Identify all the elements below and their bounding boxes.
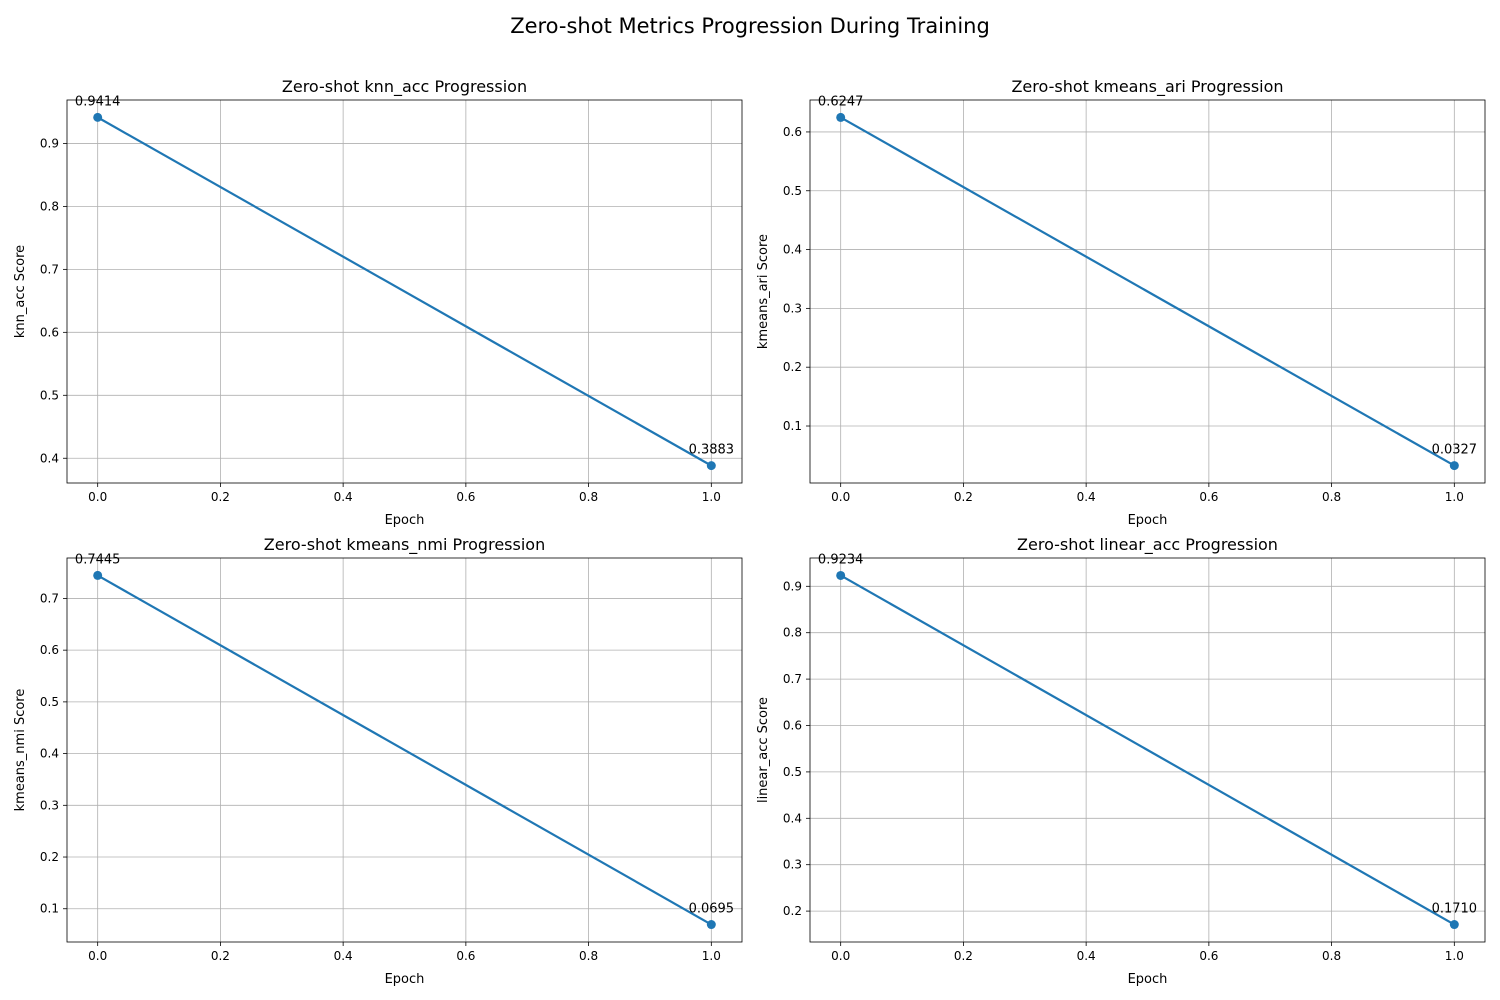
subplot-1: 0.0 0.2 0.4 0.6 0.8 1.0 0.4 0.5 0.6 0.7 0.8 0.9 0.94… bbox=[13, 77, 743, 528]
y-axis-label: kmeans_nmi Score bbox=[13, 689, 28, 812]
x-axis-label: Epoch bbox=[1128, 513, 1168, 528]
x-axis-label: Epoch bbox=[385, 513, 425, 528]
data-point bbox=[93, 570, 103, 580]
data-point bbox=[836, 112, 846, 122]
x-tick-label: 0.4 bbox=[1077, 949, 1096, 963]
data-point bbox=[706, 920, 716, 930]
x-tick-label: 0.6 bbox=[1199, 490, 1218, 504]
data-point bbox=[1449, 920, 1459, 930]
y-tick-label: 0.3 bbox=[783, 858, 802, 872]
data-label: 0.9234 bbox=[818, 552, 864, 567]
axes-frame bbox=[809, 557, 1486, 943]
data-label: 0.7445 bbox=[75, 552, 121, 567]
y-tick-label: 0.7 bbox=[40, 262, 59, 276]
y-tick-label: 0.3 bbox=[40, 798, 59, 812]
x-tick-label: 1.0 bbox=[702, 949, 721, 963]
y-tick-label: 0.9 bbox=[783, 579, 802, 593]
axes-frame bbox=[66, 99, 743, 484]
x-tick-label: 0.0 bbox=[88, 949, 107, 963]
data-label: 0.9414 bbox=[75, 94, 121, 109]
data-point bbox=[706, 461, 716, 471]
x-tick-label: 1.0 bbox=[1445, 949, 1464, 963]
y-axis-label: knn_acc Score bbox=[13, 245, 28, 338]
x-tick-label: 0.6 bbox=[1199, 949, 1218, 963]
y-tick-label: 0.9 bbox=[40, 136, 59, 150]
data-point bbox=[93, 112, 103, 122]
x-tick-label: 1.0 bbox=[1445, 490, 1464, 504]
axes-frame bbox=[66, 557, 743, 943]
y-tick-label: 0.4 bbox=[783, 243, 802, 257]
axes-frame bbox=[809, 99, 1486, 484]
subplot-2: 0.0 0.2 0.4 0.6 0.8 1.0 0.1 0.2 0.3 0.4 0.5 0.6 0.62… bbox=[756, 77, 1486, 528]
y-tick-label: 0.8 bbox=[783, 626, 802, 640]
y-tick-label: 0.2 bbox=[783, 360, 802, 374]
x-tick-label: 0.4 bbox=[334, 949, 353, 963]
y-tick-label: 0.5 bbox=[783, 765, 802, 779]
x-tick-label: 0.2 bbox=[954, 949, 973, 963]
x-tick-label: 0.8 bbox=[579, 490, 598, 504]
y-tick-label: 0.7 bbox=[783, 672, 802, 686]
x-tick-label: 0.8 bbox=[579, 949, 598, 963]
x-tick-label: 0.4 bbox=[1077, 490, 1096, 504]
x-tick-label: 0.0 bbox=[831, 490, 850, 504]
y-axis-label: linear_acc Score bbox=[756, 697, 771, 803]
y-tick-label: 0.2 bbox=[40, 850, 59, 864]
data-label: 0.6247 bbox=[818, 94, 864, 109]
series-line bbox=[840, 116, 1455, 467]
subplot-title: Zero-shot linear_acc Progression bbox=[1017, 535, 1278, 555]
x-tick-label: 0.4 bbox=[334, 490, 353, 504]
y-tick-label: 0.4 bbox=[783, 811, 802, 825]
x-tick-label: 0.2 bbox=[211, 490, 230, 504]
y-tick-label: 0.6 bbox=[783, 125, 802, 139]
subplot-3: 0.0 0.2 0.4 0.6 0.8 1.0 0.1 0.2 0.3 0.4 0.5 0.6 0.7 0… bbox=[13, 535, 743, 987]
x-tick-label: 0.6 bbox=[456, 949, 475, 963]
series-line bbox=[840, 574, 1455, 926]
x-tick-label: 0.2 bbox=[954, 490, 973, 504]
y-tick-label: 0.1 bbox=[40, 902, 59, 916]
x-tick-label: 0.0 bbox=[88, 490, 107, 504]
subplot-title: Zero-shot knn_acc Progression bbox=[282, 77, 527, 97]
data-label: 0.0327 bbox=[1432, 443, 1478, 458]
data-label: 0.1710 bbox=[1432, 902, 1478, 917]
series-line bbox=[97, 116, 712, 467]
y-tick-label: 0.6 bbox=[40, 643, 59, 657]
subplot-4: 0.0 0.2 0.4 0.6 0.8 1.0 0.2 0.3 0.4 0.5 0.6 0.7 0.8 0… bbox=[756, 535, 1486, 987]
y-tick-label: 0.6 bbox=[40, 325, 59, 339]
x-axis-label: Epoch bbox=[385, 972, 425, 987]
y-tick-label: 0.5 bbox=[40, 695, 59, 709]
y-tick-label: 0.4 bbox=[40, 451, 59, 465]
x-tick-label: 0.8 bbox=[1322, 949, 1341, 963]
y-tick-label: 0.5 bbox=[40, 388, 59, 402]
figure-title: Zero-shot Metrics Progression During Tra… bbox=[510, 14, 990, 38]
y-axis-label: kmeans_ari Score bbox=[756, 234, 771, 349]
y-tick-label: 0.6 bbox=[783, 719, 802, 733]
y-tick-label: 0.3 bbox=[783, 301, 802, 315]
y-tick-label: 0.7 bbox=[40, 591, 59, 605]
data-label: 0.3883 bbox=[689, 443, 735, 458]
x-axis-label: Epoch bbox=[1128, 972, 1168, 987]
data-label: 0.0695 bbox=[689, 902, 735, 917]
x-tick-label: 0.8 bbox=[1322, 490, 1341, 504]
y-tick-label: 0.5 bbox=[783, 184, 802, 198]
y-tick-label: 0.4 bbox=[40, 747, 59, 761]
subplot-title: Zero-shot kmeans_ari Progression bbox=[1011, 77, 1283, 97]
x-tick-label: 0.0 bbox=[831, 949, 850, 963]
subplot-title: Zero-shot kmeans_nmi Progression bbox=[264, 535, 545, 555]
y-tick-label: 0.2 bbox=[783, 904, 802, 918]
data-point bbox=[836, 570, 846, 580]
series-line bbox=[97, 574, 712, 926]
x-tick-label: 0.2 bbox=[211, 949, 230, 963]
x-tick-label: 0.6 bbox=[456, 490, 475, 504]
x-tick-label: 1.0 bbox=[702, 490, 721, 504]
data-point bbox=[1449, 461, 1459, 471]
y-tick-label: 0.1 bbox=[783, 419, 802, 433]
y-tick-label: 0.8 bbox=[40, 199, 59, 213]
